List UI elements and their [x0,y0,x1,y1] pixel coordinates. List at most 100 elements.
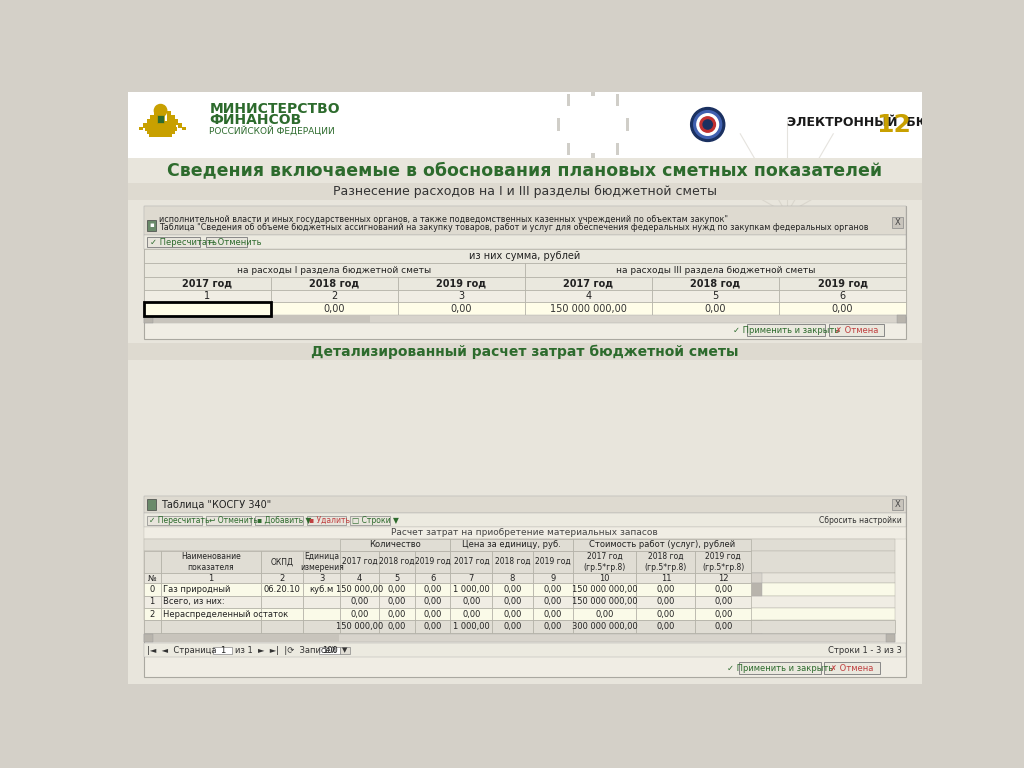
Bar [143,621,895,633]
Bar [695,608,751,621]
Bar [524,290,652,303]
Text: ✓ Пересчитать: ✓ Пересчитать [148,516,210,525]
Bar [779,290,906,303]
Bar [146,121,174,124]
Text: 8: 8 [510,574,515,583]
Bar [174,119,178,125]
Bar [532,584,572,596]
Text: 0: 0 [150,585,155,594]
Bar [636,584,695,596]
Bar [415,596,451,608]
Text: 0,00: 0,00 [423,610,441,619]
Bar [144,127,176,131]
Bar [695,573,751,584]
Text: Стоимость работ (услуг), рублей: Стоимость работ (услуг), рублей [589,541,735,549]
Text: ОКПД: ОКПД [270,558,294,566]
Bar [415,621,451,633]
Bar [143,608,895,621]
Bar [748,324,824,336]
Bar [524,277,652,290]
Text: Таблица "КОСГУ 340": Таблица "КОСГУ 340" [161,500,270,510]
Bar [532,573,572,584]
Bar [161,551,261,573]
Text: ↩ Отменить: ↩ Отменить [209,516,257,525]
Bar [451,584,493,596]
Text: 0,00: 0,00 [503,622,521,631]
Text: 0,00: 0,00 [544,610,562,619]
Text: 2017 год: 2017 год [342,558,378,566]
Text: 12: 12 [718,574,728,583]
Bar [143,250,906,263]
Bar [349,515,390,525]
Bar [572,551,636,573]
Bar [143,584,161,596]
Text: 0,00: 0,00 [197,304,218,314]
Text: 300 000 000,00: 300 000 000,00 [571,622,638,631]
Text: 0,00: 0,00 [656,610,675,619]
Bar [143,316,153,323]
Text: 2018 год
(гр.5*гр.8): 2018 год (гр.5*гр.8) [645,552,687,571]
Text: 2019 год: 2019 год [415,558,451,566]
Text: 2019 год: 2019 год [817,279,867,289]
Bar [157,115,165,123]
Text: 150 000 000,00: 150 000 000,00 [571,585,637,594]
Text: 5: 5 [713,291,719,301]
Text: ▪ Удалить: ▪ Удалить [309,516,350,525]
Bar [143,573,161,584]
Bar [146,130,174,134]
Text: на расходы III раздела бюджетной сметы: на расходы III раздела бюджетной сметы [615,266,815,274]
Text: 0,00: 0,00 [423,598,441,607]
Bar [572,621,636,633]
Text: 0,00: 0,00 [503,585,521,594]
Text: 0,00: 0,00 [656,598,675,607]
Text: □ Строки ▼: □ Строки ▼ [352,516,399,525]
Text: X: X [895,218,900,227]
Bar [161,584,261,596]
Bar [379,584,415,596]
Bar [572,596,636,608]
Text: 0,00: 0,00 [503,598,521,607]
Text: 1 000,00: 1 000,00 [453,622,489,631]
Bar [128,158,922,684]
Bar [451,608,493,621]
Text: 2017 год: 2017 год [182,279,232,289]
Text: ✓ Применить и закрыть: ✓ Применить и закрыть [727,664,834,673]
Bar [147,237,200,247]
Bar [143,303,270,316]
Bar [340,647,349,654]
Text: 0,00: 0,00 [656,622,675,631]
Bar [143,634,153,642]
Bar [572,539,751,551]
Bar [379,551,415,573]
Bar [143,551,895,573]
Bar [415,573,451,584]
Bar [892,499,903,510]
Bar [143,573,895,584]
Bar [143,513,906,527]
Bar [303,551,340,573]
Text: 1 000,00: 1 000,00 [453,585,489,594]
Text: 1: 1 [204,291,210,301]
Text: Строки 1 - 3 из 3: Строки 1 - 3 из 3 [828,646,902,655]
Text: 12: 12 [877,112,911,137]
Text: 2: 2 [280,574,285,583]
Text: 0,00: 0,00 [714,622,732,631]
Bar [307,515,346,525]
Bar [340,608,379,621]
Bar [270,290,397,303]
Circle shape [693,111,722,138]
Text: 4: 4 [586,291,592,301]
Bar [532,596,572,608]
Bar [171,115,174,123]
Bar [340,596,379,608]
Bar [739,662,821,674]
Text: ▪: ▪ [148,223,154,228]
Bar [303,596,340,608]
Bar [379,596,415,608]
Text: 6: 6 [430,574,435,583]
Bar [652,290,779,303]
Bar [616,143,620,155]
Bar [493,573,532,584]
Text: 1: 1 [220,646,225,655]
Bar [572,584,636,596]
